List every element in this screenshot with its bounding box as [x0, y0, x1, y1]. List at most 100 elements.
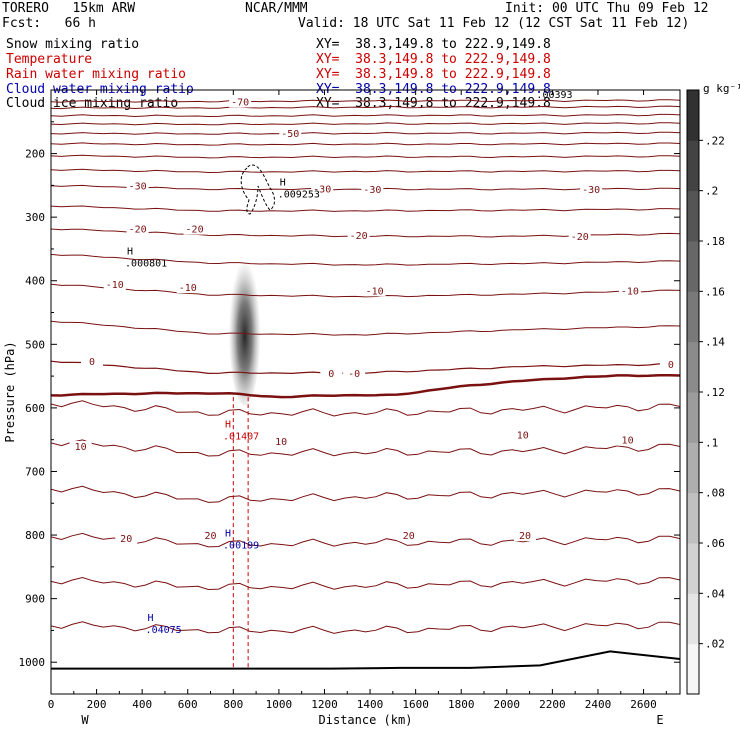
contour-label: -20 — [129, 225, 147, 236]
field-xy-rain: XY= 38.3,149.8 to 222.9,149.8 — [316, 67, 551, 82]
temperature-contour — [51, 439, 680, 457]
contour-label-bg — [183, 223, 206, 235]
contour-label: 20 — [120, 534, 132, 545]
contour-label: -10 — [179, 283, 197, 294]
x-tick-label: 2200 — [539, 698, 566, 711]
contour-label: 10 — [622, 436, 634, 447]
contour-label-bg — [361, 184, 384, 196]
y-tick-label: 800 — [25, 529, 45, 542]
colorbar-tick-label: .16 — [705, 285, 725, 298]
colorbar-tick-label: .06 — [705, 537, 725, 550]
x-tick-label: 600 — [178, 698, 198, 711]
rain-max-h: H — [225, 419, 231, 430]
contour-label-bg — [115, 533, 138, 545]
contour-label: 0 — [668, 360, 674, 371]
contour-label: -0 — [348, 369, 360, 380]
temperature-contour — [51, 105, 680, 110]
y-tick-label: 600 — [25, 402, 45, 415]
temperature-contour — [51, 205, 680, 212]
x-tick-label: 2400 — [585, 698, 612, 711]
x-tick-label: 400 — [132, 698, 152, 711]
colorbar-units: g kg⁻¹ — [703, 82, 740, 95]
init-time: Init: 00 UTC Thu 09 Feb 12 — [505, 1, 709, 16]
temperature-contour — [51, 283, 680, 298]
contour-label: 20 — [519, 531, 531, 542]
contour-label: -30 — [129, 181, 147, 192]
contour-label: -30 — [582, 185, 600, 196]
cloud-ice-max-value: .00393 — [536, 90, 572, 101]
cloud-water-max-value: .04075 — [146, 625, 182, 636]
temperature-contour — [51, 154, 680, 159]
x-tick-label: 1400 — [357, 698, 384, 711]
contour-label: -20 — [350, 231, 368, 242]
colorbar-tick-label: .1 — [705, 436, 718, 449]
temperature-contour — [51, 113, 680, 118]
colorbar-swatch — [687, 442, 699, 494]
model-name: TORERO 15km ARW — [2, 1, 136, 16]
colorbar-swatch — [687, 241, 699, 292]
contour-label-bg — [199, 530, 222, 542]
maxima-marker-layer: H.009253H.000801H.01407H.00199H.04075.00… — [125, 90, 573, 636]
y-tick-label: 1000 — [19, 656, 46, 669]
contour-label-bg — [363, 285, 386, 297]
field-xy-temperature: XY= 38.3,149.8 to 222.9,149.8 — [316, 52, 551, 67]
contour-label-bg — [311, 183, 334, 195]
field-name-cloud-ice: Cloud ice mixing ratio — [6, 96, 179, 111]
snow-max-value: .009253 — [278, 190, 320, 201]
x-tick-label: 1200 — [311, 698, 338, 711]
contour-label-bg — [229, 96, 252, 108]
temperature-contour — [51, 122, 680, 126]
colorbar-swatch — [687, 341, 699, 393]
contour-label-bg — [270, 435, 293, 447]
contour-label-bg — [81, 355, 104, 367]
valid-time: Valid: 18 UTC Sat 11 Feb 12 (12 CST Sat … — [298, 16, 690, 31]
x-tick-label: 800 — [223, 698, 243, 711]
field-name-temperature: Temperature — [6, 52, 93, 67]
contour-label: -30 — [313, 185, 331, 196]
chart-header: TORERO 15km ARW NCAR/MMM Init: 00 UTC Th… — [0, 0, 740, 111]
contour-label: -70 — [231, 97, 249, 108]
contour-label-bg — [511, 429, 534, 441]
contour-label-bg — [69, 441, 92, 453]
colorbar-swatch — [687, 291, 699, 343]
colorbar-swatch — [687, 593, 699, 645]
contour-label: -10 — [621, 286, 639, 297]
contour-label-bg — [126, 180, 149, 192]
temperature-contour — [51, 576, 680, 591]
forecast-hour: Fcst: 66 h — [2, 16, 96, 31]
field-xy-snow: XY= 38.3,149.8 to 222.9,149.8 — [316, 37, 551, 52]
temperature-contour — [51, 621, 680, 634]
contour-label: 10 — [75, 442, 87, 453]
contour-label-bg — [568, 231, 591, 243]
contour-label: 20 — [403, 531, 415, 542]
contour-label-bg — [616, 434, 639, 446]
contour-label: 20 — [205, 531, 217, 542]
rain-max-value: .01407 — [223, 431, 259, 442]
temperature-contour-layer: -70 -50 -30 -30 -30 -30 -20 -20 -20 -20 -10 -10 -10 -… — [51, 96, 680, 670]
contour-label: -20 — [186, 225, 204, 236]
contour-label: 0 — [89, 357, 95, 368]
colorbar: .02 .04 .06 .08 .1 .12 .14 .16 .18 .2 .22 g kg⁻¹ — [686, 82, 740, 695]
y-tick-label: 400 — [25, 275, 45, 288]
snow-shading-layer — [228, 252, 261, 406]
y-tick-label: 200 — [25, 148, 45, 161]
temperature-contour — [51, 532, 680, 548]
field-name-rain: Rain water mixing ratio — [6, 67, 187, 82]
contour-label-bg — [320, 367, 343, 379]
plot-frame — [50, 89, 681, 695]
colorbar-tick-label: .22 — [705, 134, 725, 147]
contour-label-bg — [103, 278, 126, 290]
contour-label: 10 — [517, 431, 529, 442]
contour-label-bg — [176, 282, 199, 294]
colorbar-swatch — [687, 392, 699, 443]
field-name-snow: Snow mixing ratio — [6, 37, 140, 52]
temperature-contour — [51, 360, 680, 375]
contour-label: -30 — [363, 185, 381, 196]
colorbar-swatch — [687, 140, 699, 192]
temperature-contour — [51, 400, 680, 417]
x-tick-label: 200 — [87, 698, 107, 711]
x-tick-label: 2000 — [494, 698, 521, 711]
contour-label: -10 — [106, 280, 124, 291]
contour-label-bg — [397, 530, 420, 542]
